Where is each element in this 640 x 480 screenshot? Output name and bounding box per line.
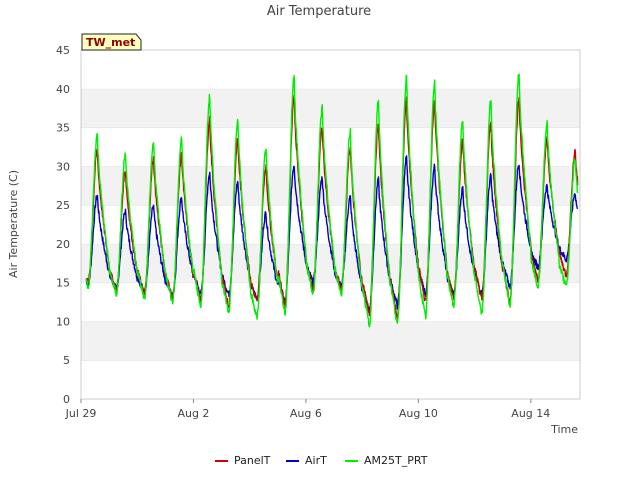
grid-band xyxy=(81,360,580,399)
y-tick-label: 20 xyxy=(56,238,70,251)
grid-band xyxy=(81,321,580,361)
series-line-am25t_prt xyxy=(85,73,579,328)
legend-label: PanelT xyxy=(234,454,271,467)
legend-label: AM25T_PRT xyxy=(364,454,428,467)
station-badge: TW_met xyxy=(81,33,142,51)
x-tick-label: Aug 14 xyxy=(511,407,550,420)
chart-title: Air Temperature xyxy=(267,4,371,19)
y-tick-label: 15 xyxy=(56,277,70,290)
grid-band xyxy=(81,88,580,128)
y-tick-label: 25 xyxy=(56,199,70,212)
x-axis: Jul 29 Aug 2 Aug 6 Aug 10 Aug 14 xyxy=(65,399,550,420)
plot-frame xyxy=(80,49,581,400)
legend-label: AirT xyxy=(305,454,327,467)
y-tick-label: 10 xyxy=(56,315,70,328)
legend-item-panelt: PanelT xyxy=(215,454,271,467)
y-tick-label: 30 xyxy=(56,160,70,173)
x-axis-label: Time xyxy=(550,423,578,436)
legend: PanelT AirT AM25T_PRT xyxy=(215,454,428,467)
grid-band xyxy=(81,127,580,167)
series-lines xyxy=(85,73,579,328)
y-axis-label: Air Temperature (C) xyxy=(7,170,20,278)
y-axis: 0 5 10 15 20 25 30 35 40 45 xyxy=(56,44,70,406)
grid-band xyxy=(81,282,580,322)
x-tick-label: Jul 29 xyxy=(65,407,97,420)
y-tick-label: 5 xyxy=(63,354,70,367)
grid-band xyxy=(81,50,580,89)
y-tick-label: 35 xyxy=(56,122,70,135)
legend-item-am25t_prt: AM25T_PRT xyxy=(345,454,428,467)
y-tick-label: 45 xyxy=(56,44,70,57)
legend-item-airt: AirT xyxy=(286,454,327,467)
x-tick-label: Aug 6 xyxy=(290,407,322,420)
y-tick-label: 0 xyxy=(63,393,70,406)
x-tick-label: Aug 2 xyxy=(177,407,209,420)
y-tick-label: 40 xyxy=(56,83,70,96)
x-tick-label: Aug 10 xyxy=(399,407,438,420)
station-label: TW_met xyxy=(86,36,135,49)
